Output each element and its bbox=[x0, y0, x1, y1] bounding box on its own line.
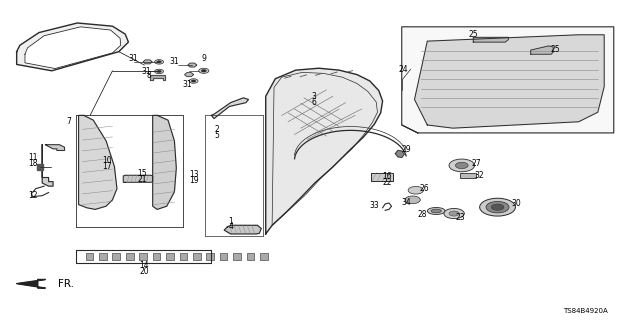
Polygon shape bbox=[473, 37, 508, 42]
Circle shape bbox=[486, 201, 509, 213]
Text: 31: 31 bbox=[141, 67, 151, 76]
FancyBboxPatch shape bbox=[461, 173, 476, 179]
Text: 6: 6 bbox=[311, 98, 316, 107]
Text: 24: 24 bbox=[398, 65, 408, 74]
Text: 1: 1 bbox=[228, 217, 233, 226]
Polygon shape bbox=[42, 145, 53, 186]
Text: 27: 27 bbox=[472, 159, 481, 168]
Text: 31: 31 bbox=[170, 57, 179, 66]
Circle shape bbox=[491, 204, 504, 210]
Circle shape bbox=[456, 162, 468, 169]
Polygon shape bbox=[25, 27, 121, 68]
Text: 31: 31 bbox=[129, 53, 138, 62]
Circle shape bbox=[201, 69, 206, 72]
Polygon shape bbox=[211, 98, 248, 119]
Circle shape bbox=[444, 208, 465, 219]
Text: 30: 30 bbox=[512, 199, 522, 208]
Text: 28: 28 bbox=[418, 210, 428, 219]
Circle shape bbox=[155, 69, 164, 74]
Circle shape bbox=[189, 79, 198, 83]
Polygon shape bbox=[79, 116, 117, 209]
Text: 32: 32 bbox=[475, 172, 484, 180]
Polygon shape bbox=[17, 23, 129, 71]
Circle shape bbox=[408, 187, 424, 194]
Circle shape bbox=[155, 60, 164, 64]
Text: 4: 4 bbox=[228, 222, 233, 231]
Polygon shape bbox=[17, 279, 45, 288]
Text: 34: 34 bbox=[401, 197, 411, 206]
Ellipse shape bbox=[428, 207, 445, 214]
Text: 2: 2 bbox=[214, 125, 219, 134]
Polygon shape bbox=[45, 145, 65, 150]
Text: 16: 16 bbox=[382, 172, 392, 181]
FancyBboxPatch shape bbox=[371, 173, 394, 181]
Bar bbox=[260, 253, 268, 260]
Bar bbox=[179, 253, 187, 260]
Polygon shape bbox=[402, 27, 614, 133]
Text: 9: 9 bbox=[202, 53, 206, 62]
Bar bbox=[99, 253, 107, 260]
Text: 12: 12 bbox=[28, 190, 37, 200]
Polygon shape bbox=[266, 68, 383, 234]
Bar bbox=[113, 253, 120, 260]
Circle shape bbox=[157, 61, 161, 63]
Polygon shape bbox=[143, 60, 152, 64]
Text: 25: 25 bbox=[468, 30, 478, 39]
Text: 14: 14 bbox=[140, 261, 149, 270]
Text: 10: 10 bbox=[102, 156, 112, 165]
Bar bbox=[220, 253, 227, 260]
Text: 31: 31 bbox=[182, 80, 192, 89]
Bar bbox=[193, 253, 200, 260]
Circle shape bbox=[449, 159, 474, 172]
Text: 11: 11 bbox=[28, 153, 37, 162]
Text: 26: 26 bbox=[419, 184, 429, 193]
Text: FR.: FR. bbox=[58, 279, 74, 289]
Circle shape bbox=[405, 196, 420, 204]
Bar bbox=[166, 253, 173, 260]
Bar bbox=[233, 253, 241, 260]
Ellipse shape bbox=[431, 209, 442, 213]
Polygon shape bbox=[415, 35, 604, 128]
Polygon shape bbox=[184, 73, 193, 76]
Text: 15: 15 bbox=[138, 169, 147, 178]
Bar bbox=[140, 253, 147, 260]
Text: 18: 18 bbox=[28, 159, 37, 168]
Text: TS84B4920A: TS84B4920A bbox=[563, 308, 607, 314]
Text: 25: 25 bbox=[550, 44, 560, 54]
Text: 5: 5 bbox=[214, 131, 219, 140]
Text: 13: 13 bbox=[189, 170, 198, 179]
Text: 7: 7 bbox=[67, 117, 72, 126]
Polygon shape bbox=[531, 46, 553, 54]
Text: 20: 20 bbox=[140, 267, 149, 276]
Text: 22: 22 bbox=[382, 178, 392, 187]
Bar bbox=[246, 253, 254, 260]
Circle shape bbox=[198, 68, 209, 73]
Polygon shape bbox=[153, 116, 176, 209]
Circle shape bbox=[157, 70, 161, 73]
Circle shape bbox=[479, 198, 515, 216]
Polygon shape bbox=[188, 63, 196, 67]
Circle shape bbox=[191, 80, 196, 82]
Text: 8: 8 bbox=[147, 71, 151, 80]
Text: 23: 23 bbox=[456, 213, 465, 222]
Bar bbox=[126, 253, 134, 260]
Polygon shape bbox=[124, 175, 153, 182]
Circle shape bbox=[449, 211, 460, 216]
Bar bbox=[153, 253, 161, 260]
Bar bbox=[86, 253, 93, 260]
Polygon shape bbox=[224, 225, 261, 234]
Polygon shape bbox=[150, 75, 166, 80]
Text: 17: 17 bbox=[102, 162, 112, 171]
Polygon shape bbox=[396, 150, 404, 157]
Text: 21: 21 bbox=[138, 175, 147, 184]
Text: 33: 33 bbox=[370, 201, 380, 210]
Text: 3: 3 bbox=[311, 92, 316, 101]
Text: 19: 19 bbox=[189, 176, 198, 185]
Bar bbox=[206, 253, 214, 260]
Text: 29: 29 bbox=[401, 145, 411, 154]
